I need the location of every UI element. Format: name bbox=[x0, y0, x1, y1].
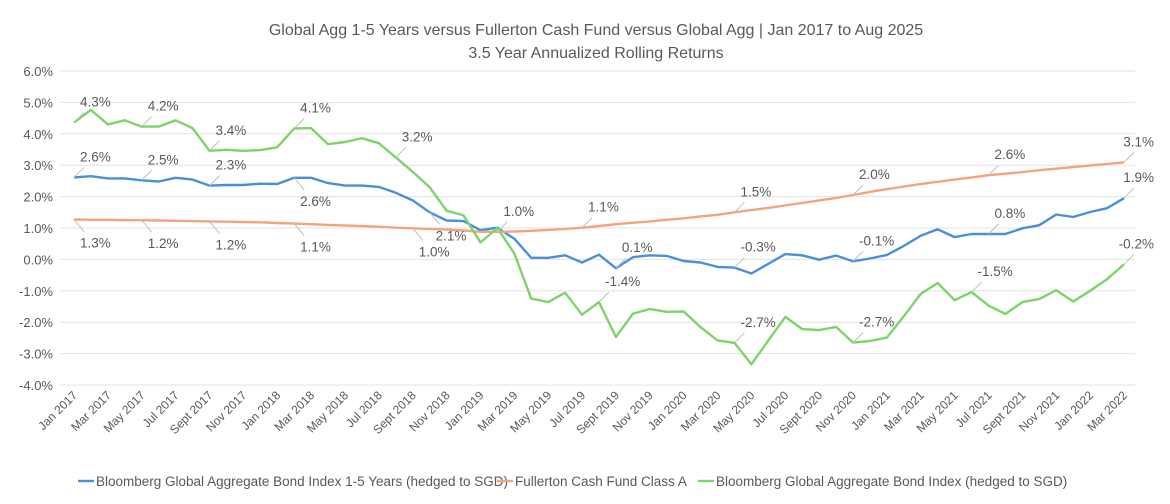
chart-subtitle: 3.5 Year Annualized Rolling Returns bbox=[468, 45, 723, 62]
data-label-leader bbox=[73, 219, 85, 232]
data-label: 3.1% bbox=[1123, 134, 1154, 149]
y-axis-labels: 6.0% 5.0% 4.0% 3.0% 2.0% 1.0% 0.0% -1.0% -2.0% -3… bbox=[19, 64, 53, 393]
data-label: 2.6% bbox=[994, 147, 1025, 162]
data-label-leader bbox=[429, 211, 441, 225]
legend-label: Bloomberg Global Aggregate Bond Index (h… bbox=[716, 474, 1067, 489]
data-label: 2.5% bbox=[148, 152, 179, 167]
data-label: -2.7% bbox=[740, 315, 775, 330]
data-labels: 4.3% 4.2% 3.4% 4.1% 3.2% -1.4% -2.7% -2.7% -1.5%… bbox=[73, 94, 1154, 344]
data-label-leader bbox=[734, 201, 745, 213]
data-label-leader bbox=[852, 250, 864, 262]
y-tick-label: 0.0% bbox=[23, 252, 53, 267]
data-label-leader bbox=[852, 184, 864, 196]
data-label: 1.1% bbox=[588, 200, 619, 215]
data-label-leader bbox=[615, 257, 627, 269]
legend-label: Bloomberg Global Aggregate Bond Index 1-… bbox=[96, 474, 508, 489]
data-label-leader bbox=[1123, 187, 1135, 199]
y-tick-label: 1.0% bbox=[23, 221, 53, 236]
data-label: 0.1% bbox=[622, 240, 653, 255]
gridlines bbox=[60, 70, 1135, 386]
data-label: 4.3% bbox=[80, 94, 111, 109]
series-line-1 bbox=[73, 161, 1125, 234]
data-label-leader bbox=[141, 169, 153, 181]
data-label-leader bbox=[293, 118, 305, 129]
data-label: 4.1% bbox=[300, 100, 331, 115]
data-label: 2.1% bbox=[436, 228, 467, 243]
chart-title: Global Agg 1-5 Years versus Fullerton Ca… bbox=[269, 22, 923, 39]
data-label: -0.1% bbox=[859, 233, 894, 248]
data-label-leader bbox=[209, 140, 220, 152]
data-label: 1.5% bbox=[740, 184, 771, 199]
data-label-leader bbox=[581, 217, 593, 229]
data-label-leader bbox=[971, 281, 982, 293]
data-label-leader bbox=[141, 116, 153, 127]
data-label-leader bbox=[412, 227, 424, 241]
y-tick-label: 3.0% bbox=[23, 158, 53, 173]
data-label: 0.8% bbox=[994, 206, 1025, 221]
y-tick-label: 5.0% bbox=[23, 95, 53, 110]
legend-label: Fullerton Cash Fund Class A bbox=[515, 474, 687, 489]
data-label: 1.2% bbox=[148, 236, 179, 251]
data-label-leader bbox=[209, 175, 220, 186]
data-label-leader bbox=[598, 291, 610, 303]
y-tick-label: 2.0% bbox=[23, 190, 53, 205]
data-label: -0.2% bbox=[1119, 236, 1154, 251]
data-label-leader bbox=[209, 221, 220, 234]
data-label: 1.1% bbox=[300, 240, 331, 255]
data-label: -2.7% bbox=[859, 315, 894, 330]
data-label-leader bbox=[988, 164, 999, 176]
y-tick-label: 6.0% bbox=[23, 64, 53, 79]
data-label: 2.6% bbox=[80, 149, 111, 164]
data-label: 1.0% bbox=[419, 244, 450, 259]
data-label-leader bbox=[734, 332, 745, 344]
data-label-leader bbox=[852, 332, 864, 343]
data-label: 1.0% bbox=[503, 204, 534, 219]
data-label-leader bbox=[1123, 152, 1135, 163]
data-label-leader bbox=[395, 146, 407, 158]
data-label: 1.2% bbox=[215, 237, 246, 252]
data-label-leader bbox=[73, 112, 85, 123]
data-label: -1.5% bbox=[978, 264, 1013, 279]
data-label: 4.2% bbox=[148, 99, 179, 114]
y-tick-label: -3.0% bbox=[19, 347, 53, 362]
data-label: 1.9% bbox=[1123, 170, 1154, 185]
data-label-leader bbox=[293, 223, 305, 236]
data-label-leader bbox=[1123, 254, 1135, 265]
data-label: -0.3% bbox=[740, 240, 775, 255]
data-label: 2.6% bbox=[300, 194, 331, 209]
data-label: 1.3% bbox=[80, 236, 111, 251]
y-tick-label: -4.0% bbox=[19, 378, 53, 393]
data-label-leader bbox=[73, 167, 85, 178]
y-tick-label: 4.0% bbox=[23, 127, 53, 142]
data-label: 2.3% bbox=[215, 158, 246, 173]
data-label: 2.0% bbox=[859, 167, 890, 182]
data-label-leader bbox=[141, 219, 153, 233]
data-label: 3.4% bbox=[215, 123, 246, 138]
data-label: 3.2% bbox=[402, 129, 433, 144]
y-tick-label: -1.0% bbox=[19, 284, 53, 299]
data-label-leader bbox=[497, 221, 508, 233]
data-label: -1.4% bbox=[605, 274, 640, 289]
data-label-leader bbox=[293, 177, 305, 191]
series-line-0 bbox=[73, 174, 1125, 275]
data-label-leader bbox=[988, 223, 999, 235]
y-tick-label: -2.0% bbox=[19, 315, 53, 330]
legend: Bloomberg Global Aggregate Bond Index 1-… bbox=[78, 474, 1067, 489]
data-label-leader bbox=[734, 257, 745, 268]
